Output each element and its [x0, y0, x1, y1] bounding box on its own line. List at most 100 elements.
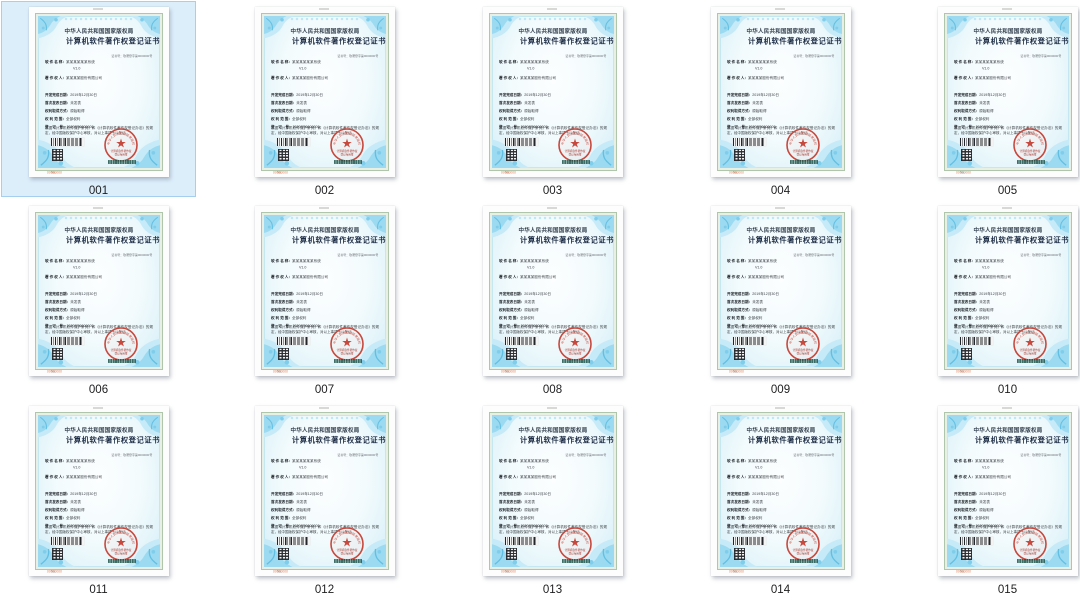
certificate-thumbnail[interactable]: 中华人民共和国国家版权局 计算机软件著作权登记证书 证书号：软著登字第00000… [710, 7, 851, 177]
red-seal-stamp: 中华人民共和国国家版权局 计算机软件著作权 登记专用章 [785, 127, 820, 162]
svg-text:计算机软件著作权: 计算机软件著作权 [1019, 548, 1040, 552]
certificate-frame [260, 212, 389, 370]
certificate-thumbnail[interactable]: 中华人民共和国国家版权局 计算机软件著作权登记证书 证书号：软著登字第00000… [482, 206, 623, 376]
certificate-paper: 中华人民共和国国家版权局 计算机软件著作权登记证书 证书号：软著登字第00000… [710, 7, 851, 177]
certificate-thumbnail[interactable]: 中华人民共和国国家版权局 计算机软件著作权登记证书 证书号：软著登字第00000… [254, 406, 395, 576]
cert-number-line: 证书号：软著登字第0000000号 [793, 253, 835, 257]
thumbnail-label[interactable]: 004 [770, 185, 791, 197]
cert-field-dev-date: 开发完成日期：2019年12月30日 [270, 491, 323, 496]
scan-artifact [1001, 8, 1012, 10]
cert-field-dev-date: 开发完成日期：2019年12月30日 [498, 92, 551, 97]
anti-counterfeit-mark [1016, 159, 1045, 164]
top-garland-ornament [517, 17, 588, 21]
thumbnail-label[interactable]: 011 [89, 584, 108, 596]
certificate-thumbnail[interactable]: 中华人民共和国国家版权局 计算机软件著作权登记证书 证书号：软著登字第00000… [28, 406, 169, 576]
barcode [732, 138, 766, 146]
thumbnail-label[interactable]: 012 [314, 584, 335, 596]
thumbnail-label[interactable]: 005 [997, 185, 1018, 197]
corner-lace-ornament [491, 215, 522, 245]
svg-text:登记专用章: 登记专用章 [568, 351, 581, 355]
certificate-thumbnail-item[interactable]: 中华人民共和国国家版权局 计算机软件著作权登记证书 证书号：软著登字第00000… [455, 1, 650, 197]
cert-field-dev-date: 开发完成日期：2019年12月30日 [270, 291, 323, 296]
certificate-thumbnail-item[interactable]: 中华人民共和国国家版权局 计算机软件著作权登记证书 证书号：软著登字第00000… [683, 1, 878, 197]
corner-lace-ornament [811, 16, 842, 46]
certificate-thumbnail[interactable]: 中华人民共和国国家版权局 计算机软件著作权登记证书 证书号：软著登字第00000… [28, 7, 169, 177]
certificate-thumbnail[interactable]: 中华人民共和国国家版权局 计算机软件著作权登记证书 证书号：软著登字第00000… [482, 406, 623, 576]
thumbnail-label[interactable]: 007 [314, 384, 335, 396]
certificate-no: No.00000000 [729, 570, 745, 574]
certificate-thumbnail-item[interactable]: 中华人民共和国国家版权局 计算机软件著作权登记证书 证书号：软著登字第00000… [683, 200, 878, 396]
thumbnail-label[interactable]: 006 [88, 384, 109, 396]
cert-field-rights-scope: 权 利 范 围：全部权利 [44, 315, 80, 320]
cert-field-acquisition: 权利取得方式：原始取得 [726, 307, 767, 312]
corner-lace-ornament [355, 215, 386, 245]
svg-text:计算机软件著作权: 计算机软件著作权 [1019, 348, 1040, 352]
corner-lace-ornament [719, 16, 750, 46]
cert-statement: 根据《计算机软件保护条例》和《计算机软件著作权登记办法》的规定，经中国版权保护中… [726, 525, 835, 535]
thumbnail-label[interactable]: 008 [542, 384, 563, 396]
thumbnail-label[interactable]: 001 [88, 185, 109, 197]
thumbnail-label[interactable]: 014 [770, 584, 791, 596]
cert-title: 计算机软件著作权登记证书 [519, 235, 614, 245]
certificate-thumbnail[interactable]: 中华人民共和国国家版权局 计算机软件著作权登记证书 证书号：软著登字第00000… [254, 206, 395, 376]
certificate-frame [943, 212, 1072, 370]
certificate-thumbnail[interactable]: 中华人民共和国国家版权局 计算机软件著作权登记证书 证书号：软著登字第00000… [937, 7, 1078, 177]
thumbnail-label[interactable]: 009 [770, 384, 791, 396]
certificate-thumbnail[interactable]: 中华人民共和国国家版权局 计算机软件著作权登记证书 证书号：软著登字第00000… [254, 7, 395, 177]
cert-title: 计算机软件著作权登记证书 [291, 435, 386, 445]
scan-artifact [92, 407, 103, 409]
certificate-thumbnail-item[interactable]: 中华人民共和国国家版权局 计算机软件著作权登记证书 证书号：软著登字第00000… [227, 1, 422, 197]
certificate-frame [943, 13, 1072, 171]
anti-counterfeit-mark [561, 159, 590, 164]
corner-lace-ornament [1030, 329, 1069, 367]
thumbnail-label[interactable]: 002 [314, 185, 335, 197]
thumbnail-label[interactable]: 010 [997, 384, 1018, 396]
corner-lace-ornament [583, 16, 614, 46]
cert-field-rights-scope: 权 利 范 围：全部权利 [270, 315, 306, 320]
certificate-thumbnail[interactable]: 中华人民共和国国家版权局 计算机软件著作权登记证书 证书号：软著登字第00000… [710, 406, 851, 576]
certificate-thumbnail[interactable]: 中华人民共和国国家版权局 计算机软件著作权登记证书 证书号：软著登字第00000… [937, 406, 1078, 576]
certificate-thumbnail-item[interactable]: 中华人民共和国国家版权局 计算机软件著作权登记证书 证书号：软著登字第00000… [910, 1, 1080, 197]
certificate-thumbnail-item[interactable]: 中华人民共和国国家版权局 计算机软件著作权登记证书 证书号：软著登字第00000… [227, 400, 422, 596]
certificate-thumbnail-item[interactable]: 中华人民共和国国家版权局 计算机软件著作权登记证书 证书号：软著登字第00000… [910, 400, 1080, 596]
cert-number-line: 证书号：软著登字第0000000号 [111, 453, 153, 457]
qr-code [960, 149, 972, 161]
certificate-thumbnail-item[interactable]: 中华人民共和国国家版权局 计算机软件著作权登记证书 证书号：软著登字第00000… [1, 1, 196, 197]
cert-field-acquisition: 权利取得方式：原始取得 [726, 507, 767, 512]
certificate-thumbnail[interactable]: 中华人民共和国国家版权局 计算机软件著作权登记证书 证书号：软著登字第00000… [937, 206, 1078, 376]
cert-field-dev-date: 开发完成日期：2019年12月30日 [44, 491, 97, 496]
thumbnail-label[interactable]: 015 [997, 584, 1018, 596]
certificate-thumbnail-item[interactable]: 中华人民共和国国家版权局 计算机软件著作权登记证书 证书号：软著登字第00000… [1, 200, 196, 396]
certificate-thumbnail-item[interactable]: 中华人民共和国国家版权局 计算机软件著作权登记证书 证书号：软著登字第00000… [1, 400, 196, 596]
cert-field-acquisition: 权利取得方式：原始取得 [44, 507, 85, 512]
svg-text:登记专用章: 登记专用章 [340, 152, 353, 156]
star-icon [341, 537, 352, 547]
corner-lace-ornament [355, 16, 386, 46]
cert-title: 计算机软件著作权登记证书 [974, 435, 1069, 445]
certificate-frame [34, 212, 163, 370]
certificate-frame [34, 13, 163, 171]
certificate-thumbnail-item[interactable]: 中华人民共和国国家版权局 计算机软件著作权登记证书 证书号：软著登字第00000… [910, 200, 1080, 396]
certificate-thumbnail-item[interactable]: 中华人民共和国国家版权局 计算机软件著作权登记证书 证书号：软著登字第00000… [455, 400, 650, 596]
red-seal-stamp: 中华人民共和国国家版权局 计算机软件著作权 登记专用章 [103, 127, 138, 162]
thumbnail-label[interactable]: 013 [542, 584, 563, 596]
thumbnail-label[interactable]: 003 [542, 185, 563, 197]
top-garland-ornament [745, 17, 816, 21]
certificate-thumbnail[interactable]: 中华人民共和国国家版权局 计算机软件著作权登记证书 证书号：软著登字第00000… [482, 7, 623, 177]
certificate-thumbnail[interactable]: 中华人民共和国国家版权局 计算机软件著作权登记证书 证书号：软著登字第00000… [28, 206, 169, 376]
certificate-thumbnail-item[interactable]: 中华人民共和国国家版权局 计算机软件著作权登记证书 证书号：软著登字第00000… [455, 200, 650, 396]
certificate-thumbnail-item[interactable]: 中华人民共和国国家版权局 计算机软件著作权登记证书 证书号：软著登字第00000… [683, 400, 878, 596]
cert-field-acquisition: 权利取得方式：原始取得 [726, 108, 767, 113]
certificate-paper: 中华人民共和国国家版权局 计算机软件著作权登记证书 证书号：软著登字第00000… [482, 7, 623, 177]
red-seal-stamp: 中华人民共和国国家版权局 计算机软件著作权 登记专用章 [1012, 127, 1047, 162]
cert-field-copyright-owner: 著 作 权 人：某某某某股份有限公司 [270, 75, 328, 80]
cert-field-rights-scope: 权 利 范 围：全部权利 [498, 116, 534, 121]
cert-field-rights-scope: 权 利 范 围：全部权利 [498, 315, 534, 320]
qr-code [277, 548, 289, 560]
cert-title: 计算机软件著作权登记证书 [291, 36, 386, 46]
cert-field-registration-no: 登 记 号：2020SR0000000 [953, 323, 1003, 328]
certificate-thumbnail-item[interactable]: 中华人民共和国国家版权局 计算机软件著作权登记证书 证书号：软著登字第00000… [227, 200, 422, 396]
qr-code [51, 149, 63, 161]
certificate-thumbnail[interactable]: 中华人民共和国国家版权局 计算机软件著作权登记证书 证书号：软著登字第00000… [710, 206, 851, 376]
cert-field-acquisition: 权利取得方式：原始取得 [44, 307, 85, 312]
